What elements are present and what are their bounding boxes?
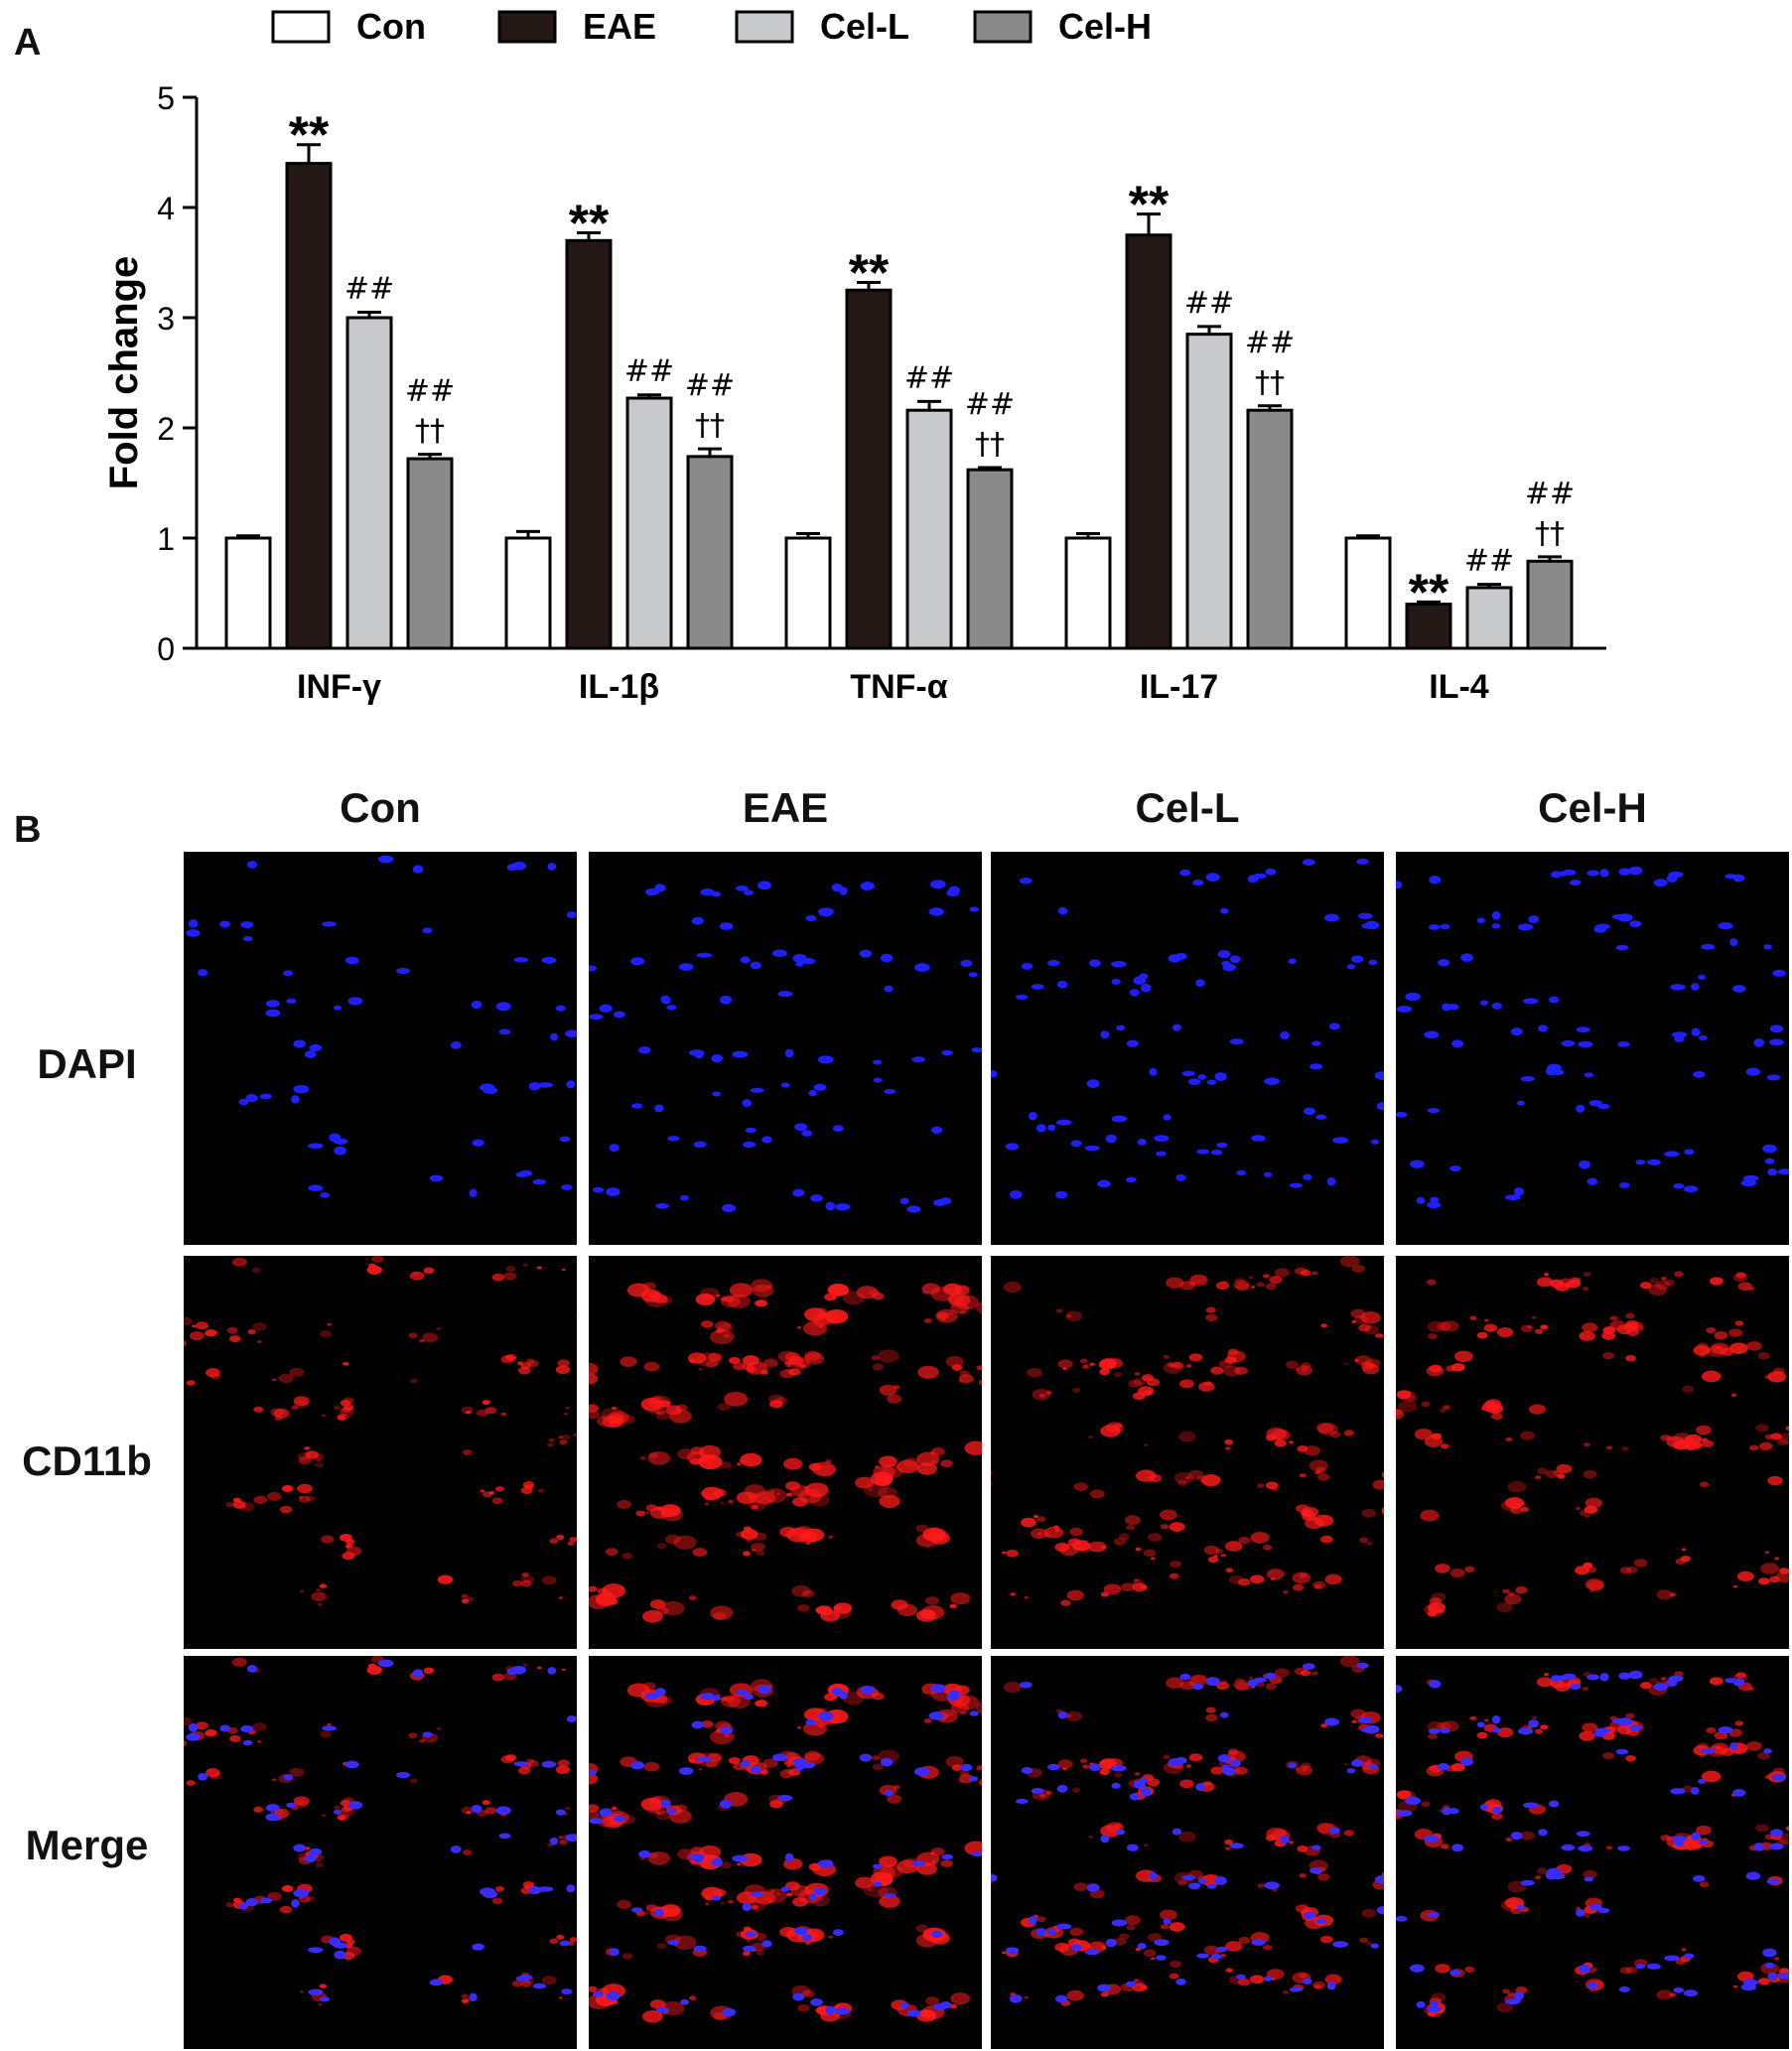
bar (966, 468, 1014, 650)
legend-swatch (271, 10, 331, 44)
micrograph-dapi-eae (589, 852, 982, 1245)
y-tick-label: 4 (157, 191, 175, 226)
significance-stars: ** (1409, 564, 1449, 621)
column-header-cel-l: Cel-L (1135, 784, 1240, 831)
category-label: IL-1β (579, 668, 659, 706)
bar (1405, 603, 1452, 650)
y-tick-label: 0 (157, 631, 175, 667)
panel-b-label: B (14, 809, 42, 851)
bar (905, 408, 953, 650)
legend-label: Con (356, 6, 426, 47)
bar (565, 238, 613, 650)
bar (784, 536, 832, 650)
micrograph-cd11b-con (184, 1256, 577, 1649)
micrograph-merge-cel-h (1396, 1656, 1789, 2049)
bar (625, 396, 673, 650)
significance-marker: ## (1184, 286, 1234, 321)
bar (686, 455, 734, 650)
significance-marker: ## (1245, 326, 1295, 360)
micrograph-dapi-cel-h (1396, 852, 1789, 1245)
significance-stars: ** (569, 196, 610, 253)
legend-label: Cel-H (1058, 6, 1152, 47)
category-label: INF-γ (297, 668, 381, 706)
significance-marker: †† (695, 408, 725, 443)
category-label: IL-4 (1429, 668, 1489, 706)
y-tick-label: 2 (157, 411, 175, 447)
bar (1125, 233, 1172, 650)
row-label-merge: Merge (25, 1822, 149, 1868)
bar (845, 288, 893, 650)
micrograph-cd11b-cel-l (991, 1256, 1384, 1649)
bar (224, 536, 272, 650)
bar (1064, 536, 1112, 650)
significance-stars: ** (289, 107, 330, 165)
bar (1465, 586, 1513, 650)
significance-marker: †† (1535, 516, 1565, 551)
significance-marker: ## (624, 354, 674, 389)
bar (1526, 559, 1574, 650)
significance-marker: ## (904, 360, 954, 395)
panel-a-label: A (14, 22, 42, 64)
bar (1344, 536, 1392, 650)
micrograph-merge-con (184, 1656, 577, 2049)
category-label: IL-17 (1140, 668, 1218, 706)
significance-stars: ** (1129, 177, 1170, 234)
y-tick-label: 3 (157, 301, 175, 337)
column-header-cel-h: Cel-H (1538, 784, 1647, 831)
legend-swatch (735, 10, 794, 44)
legend-label: EAE (583, 6, 656, 47)
micrograph-dapi-con (184, 852, 577, 1245)
significance-stars: ** (849, 244, 890, 302)
significance-marker: †† (1255, 365, 1285, 400)
micrograph-cd11b-cel-h (1396, 1256, 1789, 1649)
bar (504, 536, 552, 650)
legend-label: Cel-L (820, 6, 909, 47)
significance-marker: ## (1464, 544, 1514, 579)
micrograph-merge-cel-l (991, 1656, 1384, 2049)
row-label-dapi: DAPI (37, 1040, 137, 1087)
category-label: TNF-α (850, 668, 947, 706)
legend-swatch (973, 10, 1033, 44)
significance-marker: †† (975, 427, 1005, 462)
y-tick-label: 5 (157, 80, 175, 116)
micrograph-merge-eae (589, 1656, 982, 2049)
bar (1246, 408, 1294, 650)
column-header-eae: EAE (742, 784, 829, 831)
legend-swatch (497, 10, 557, 44)
significance-marker: ## (965, 387, 1015, 422)
bar-chart: 0 1 2 3 4 5 Fold change ** ## †† ## INF-γ ** ## †† ## IL… (102, 6, 1606, 706)
significance-marker: ## (345, 271, 394, 306)
bar (285, 162, 333, 650)
significance-marker: †† (415, 414, 445, 449)
micrograph-dapi-cel-l (991, 852, 1384, 1245)
micrograph-cd11b-eae (589, 1256, 982, 1649)
bar (345, 316, 393, 650)
significance-marker: ## (685, 368, 735, 403)
column-header-con: Con (340, 784, 421, 831)
row-label-cd11b: CD11b (22, 1437, 152, 1484)
y-tick-label: 1 (157, 521, 175, 557)
bar (1185, 333, 1233, 650)
y-axis-title: Fold change (102, 256, 146, 490)
significance-marker: ## (1525, 477, 1575, 511)
bar (406, 457, 454, 650)
significance-marker: ## (405, 374, 455, 409)
